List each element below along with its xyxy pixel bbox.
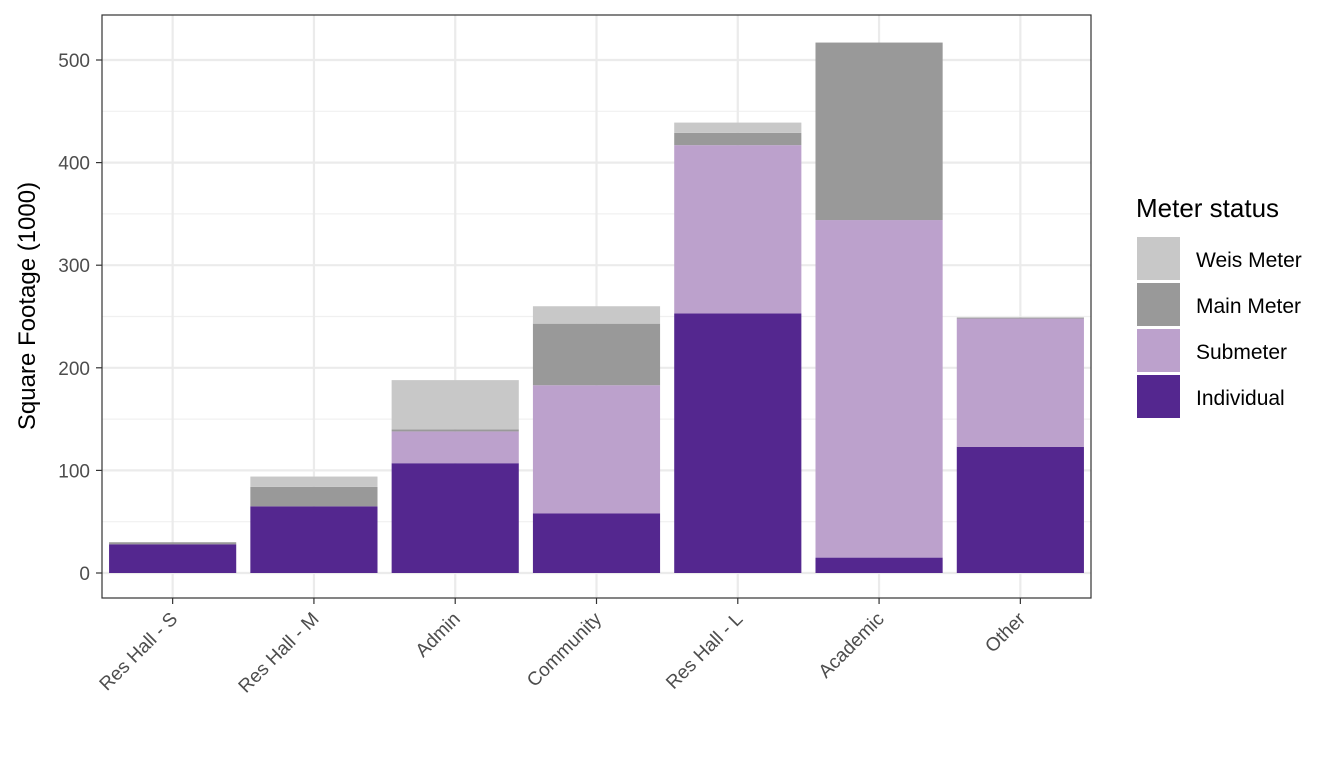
bar-segment	[815, 557, 943, 573]
y-tick-label: 500	[58, 51, 90, 72]
bar-segment	[956, 446, 1084, 573]
legend-swatch	[1137, 283, 1180, 326]
bar-segment	[674, 313, 802, 573]
legend-label: Weis Meter	[1196, 249, 1302, 272]
x-tick-label: Res Hall - L	[662, 609, 747, 694]
bar-segment	[815, 42, 943, 221]
legend-label: Main Meter	[1196, 295, 1301, 318]
bar-segment	[250, 476, 378, 487]
bar-segment	[391, 380, 519, 430]
x-axis: Res Hall - S Res Hall - M Admin Community Re…	[96, 598, 1030, 698]
y-tick-label: 400	[58, 154, 90, 175]
bar-segment	[674, 132, 802, 146]
bar-segment	[391, 463, 519, 573]
bar-segment	[250, 506, 378, 573]
y-axis: 0 100 200 300 400 500	[58, 51, 102, 585]
bar-segment	[956, 318, 1084, 447]
bar-segment	[109, 542, 237, 545]
bar-segment	[532, 385, 661, 514]
bars	[109, 42, 1084, 573]
legend-title: Meter status	[1136, 193, 1279, 223]
y-tick-label: 100	[58, 461, 90, 482]
y-tick-label: 300	[58, 256, 90, 277]
bar-segment	[674, 145, 802, 314]
legend-label: Individual	[1196, 387, 1285, 410]
bar-segment	[532, 513, 661, 573]
bar-segment	[109, 544, 237, 573]
legend-swatch	[1137, 329, 1180, 372]
bar-segment	[956, 317, 1084, 319]
bar-segment	[674, 122, 802, 133]
bar-segment	[250, 486, 378, 507]
legend: Meter status Weis Meter Main Meter Submete…	[1136, 193, 1302, 418]
bar-segment	[532, 306, 661, 324]
y-tick-label: 200	[58, 359, 90, 380]
x-tick-label: Other	[981, 608, 1030, 657]
x-tick-label: Admin	[412, 609, 465, 662]
y-tick-label: 0	[79, 564, 90, 585]
bar-segment	[391, 431, 519, 464]
y-axis-title: Square Footage (1000)	[14, 182, 41, 430]
x-tick-label: Res Hall - M	[235, 609, 324, 698]
legend-label: Submeter	[1196, 341, 1287, 364]
bar-segment	[815, 220, 943, 558]
bar-segment	[532, 323, 661, 386]
x-tick-label: Academic	[815, 609, 889, 683]
x-tick-label: Community	[523, 608, 606, 691]
legend-swatch	[1137, 237, 1180, 280]
x-tick-label: Res Hall - S	[96, 609, 183, 696]
legend-swatch	[1137, 375, 1180, 418]
bar-segment	[391, 429, 519, 432]
